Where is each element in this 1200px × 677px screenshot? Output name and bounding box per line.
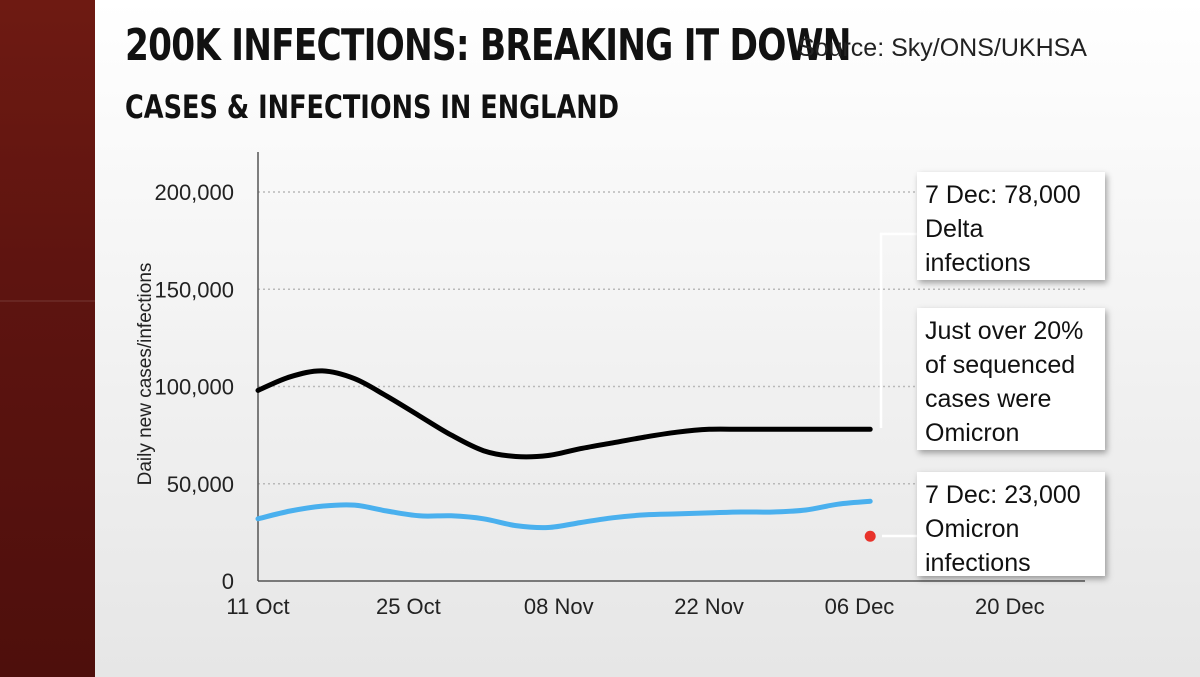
omicron-share-callout: Just over 20% of sequenced cases were Om… (917, 308, 1105, 450)
y-tick-labels: 0 50,000 100,000 150,000 200,000 (154, 180, 234, 594)
omicron-point (864, 530, 876, 542)
series-line-delta (255, 368, 873, 460)
y-tick-label: 50,000 (167, 472, 234, 497)
axes (257, 152, 1085, 582)
x-tick-labels: 11 Oct 25 Oct 08 Nov 22 Nov 06 Dec 20 Dec (226, 594, 1044, 619)
x-tick-label: 11 Oct (226, 594, 289, 619)
x-tick-label: 22 Nov (674, 594, 744, 619)
delta-callout: 7 Dec: 78,000 Delta infections (917, 172, 1105, 280)
y-axis-label: Daily new cases/infections (135, 263, 156, 486)
source-credit: Source: Sky/ONS/UKHSA (798, 34, 1087, 62)
delta-leader-line (879, 232, 917, 428)
side-accent-bar (0, 0, 95, 677)
x-tick-label: 06 Dec (825, 594, 895, 619)
x-tick-label: 20 Dec (975, 594, 1045, 619)
omicron-callout: 7 Dec: 23,000 Omicron infections (917, 472, 1105, 577)
callout-leaders (879, 232, 917, 538)
y-tick-label: 150,000 (154, 277, 234, 302)
x-tick-label: 25 Oct (376, 594, 441, 619)
y-tick-label: 0 (222, 569, 234, 594)
y-tick-label: 200,000 (154, 180, 234, 205)
page-title: 200K INFECTIONS: BREAKING IT DOWN (125, 20, 851, 71)
series-layer (255, 368, 873, 531)
page-subtitle: CASES & INFECTIONS IN ENGLAND (125, 88, 619, 126)
x-tick-label: 08 Nov (524, 594, 594, 619)
points-layer (864, 530, 876, 542)
series-line-omicron (255, 498, 873, 531)
y-tick-label: 100,000 (154, 375, 234, 400)
